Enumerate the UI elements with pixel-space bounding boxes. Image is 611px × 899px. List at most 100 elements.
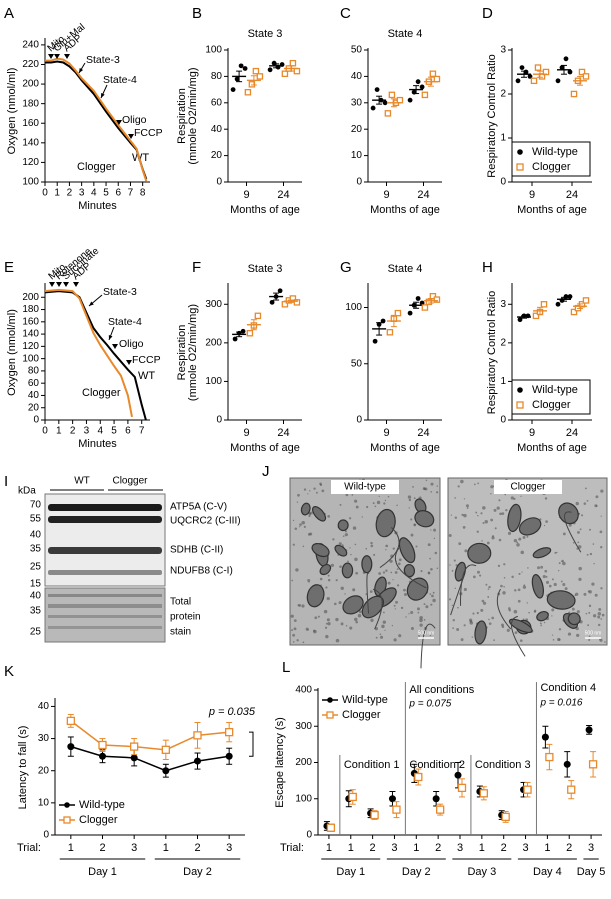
granule [542,575,546,579]
granule [557,569,560,572]
membrane [510,615,526,657]
arrowhead [48,54,54,59]
x-tick-label: 0 [42,188,48,199]
granule [429,593,432,595]
granule [520,495,522,497]
granule [327,622,331,626]
granule [540,623,542,625]
granule [510,496,514,500]
granule [600,489,604,493]
y-tick-label: 40 [211,124,223,135]
data-point [248,81,256,88]
granule [342,535,345,538]
granule [503,563,506,566]
legend-box [511,141,591,177]
granule [354,557,358,562]
granule [392,547,395,550]
granule [581,514,584,517]
granule [587,590,590,593]
x-tick-label: 1 [348,842,354,854]
x-tick-label: 3 [457,842,463,854]
granule [521,571,523,573]
x-tick-label: 24 [277,189,289,201]
granule [410,518,413,521]
granule [522,585,527,589]
bracket [249,731,254,757]
granule [551,608,555,612]
x-tick-label: 7 [128,188,134,199]
granule [545,520,548,523]
mitochondrion [414,510,435,528]
granule [340,622,344,626]
data-point [372,338,378,344]
y-axis-label: Respiration [176,325,188,381]
granule [332,538,335,541]
granule [308,515,311,518]
stain-band [48,626,162,629]
series-label: WT [132,152,149,164]
granule [374,505,377,508]
granule [319,577,323,581]
condition-label: Condition 4 [540,682,596,694]
granule [488,585,491,589]
granule [464,549,468,553]
granule [473,483,476,486]
mitochondrion [567,612,581,626]
granule [588,611,591,614]
granule [424,487,428,491]
y-tick-label: 20 [351,124,363,135]
x-tick-label: 1 [56,426,62,437]
arrowhead [116,120,122,125]
mitochondrion [467,542,492,564]
kda-marker: 70 [30,500,42,511]
kda-marker: 35 [30,544,42,555]
granule [430,482,434,486]
granule [568,523,572,527]
granule [430,529,432,531]
granule [296,501,299,503]
condition-label: Condition 1 [344,759,400,771]
granule [516,541,519,544]
x-tick-label: 1 [544,842,550,854]
y-axis-label: (mmole O2/min/mg) [187,67,199,164]
granule [294,527,298,530]
legend-label: Clogger [342,709,381,721]
data-point [240,328,246,334]
data-point [578,68,586,76]
mitochondrion [474,620,487,645]
x-tick-label: 3 [131,842,137,854]
data-point [432,795,440,803]
granule [431,594,434,598]
series-label: WT [138,370,155,382]
granule [600,587,603,590]
granule [292,641,295,643]
granule [513,609,518,614]
y-tick-label: 40 [28,390,40,401]
granule [460,638,464,642]
series-label: Clogger [82,387,121,399]
data-point [555,301,561,307]
granule [488,618,490,621]
arrowhead [63,282,69,287]
y-tick-label: 0 [500,177,506,188]
y-axis-label: Respiration [176,88,188,144]
data-point [392,805,401,814]
arrowhead [64,54,70,59]
granule [361,516,363,518]
granule [313,629,317,634]
granule [594,504,598,508]
y-tick-label: 100 [345,302,362,313]
data-point [225,752,233,760]
annotation: p = 0.016 [539,698,582,709]
annotation: State-3 [86,54,120,66]
granule [591,582,595,586]
granule [520,550,525,555]
granule [544,497,548,500]
day-label: Day 3 [467,866,496,878]
granule [385,549,387,551]
data-point [67,743,75,751]
kda-marker: 25 [30,562,42,573]
y-tick-label: 60 [211,97,223,108]
band-label: SDHB (C-II) [170,545,223,556]
x-axis-label: Months of age [370,442,440,454]
